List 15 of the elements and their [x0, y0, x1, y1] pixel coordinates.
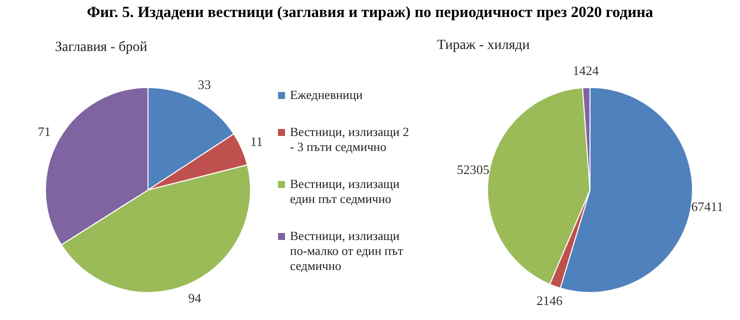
data-label: 67411	[691, 198, 724, 214]
data-label: 94	[188, 290, 202, 306]
data-label: 2146	[536, 292, 564, 308]
legend-label: Ежедневници	[289, 88, 364, 103]
data-label: 33	[198, 77, 211, 92]
legend-label: Вестници, излизащи един път седмично	[289, 177, 401, 207]
chart-subtitle: Заглавия - брой	[55, 40, 148, 56]
legend-label: Вестници, излизащи по-малко от един път седмично	[289, 229, 404, 274]
data-label: 71	[38, 124, 51, 140]
data-label: 11	[250, 134, 263, 149]
chart-title: Тираж - хиляди	[437, 38, 530, 54]
data-label: 1424	[572, 63, 600, 78]
data-label: 52305	[456, 162, 490, 177]
legend-label: Вестници, излизащи 2 - 3 пъти седмично	[289, 125, 410, 155]
chart-title: Фиг. 5. Издадени вестници (заглавия и тираж) по периодичност през 2020 година	[86, 4, 654, 22]
